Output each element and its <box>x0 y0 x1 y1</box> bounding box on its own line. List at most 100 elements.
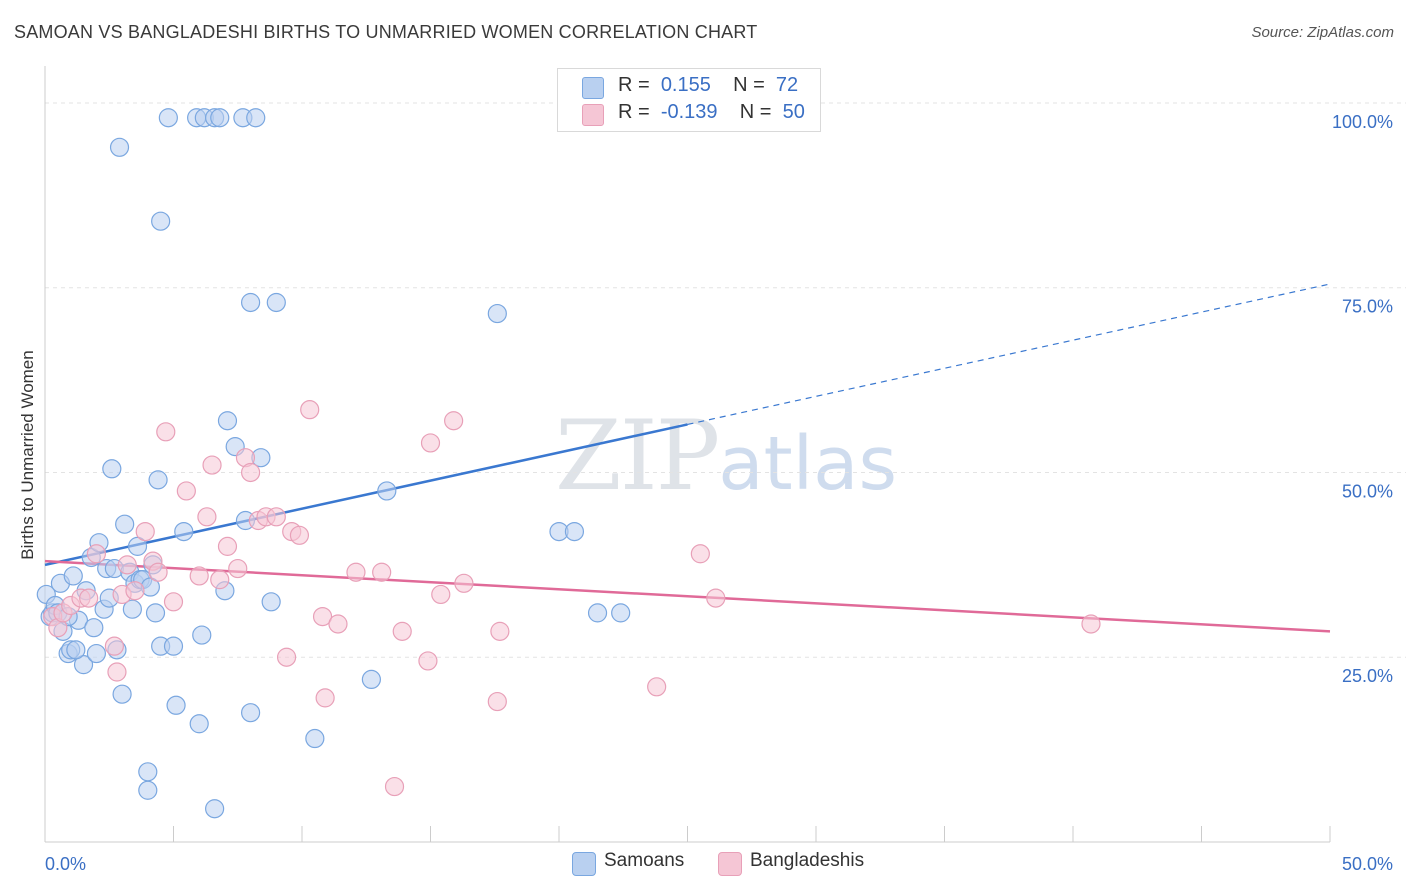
y-tick-label-75: 75.0% <box>1342 297 1393 317</box>
legend-n-label: N = <box>739 101 772 123</box>
trend-lines <box>44 283 1331 633</box>
bangladeshis-points <box>43 400 1101 797</box>
samoans-point-53 <box>377 481 397 501</box>
bangladeshis-point-39 <box>392 621 412 641</box>
bangladeshis-point-49 <box>706 588 726 608</box>
samoans-point-23 <box>115 514 135 534</box>
legend-n-label: N = <box>733 74 765 96</box>
samoans-point-45 <box>217 411 238 431</box>
bangladeshis-point-45 <box>487 691 507 712</box>
legend-n-bangladeshis: 50 <box>782 101 805 123</box>
samoans-point-42 <box>192 625 212 645</box>
samoans-point-34 <box>145 603 166 623</box>
correlation-legend: R = 0.155 N = 72 R = -0.139 N = 50 <box>557 68 821 132</box>
samoans-point-35 <box>148 470 168 490</box>
bangladeshis-point-33 <box>312 606 333 627</box>
trend-line-bangladeshis <box>44 559 1331 633</box>
bangladeshis-point-15 <box>156 422 176 442</box>
legend-r-bangladeshis: -0.139 <box>660 101 718 123</box>
samoans-point-39 <box>166 695 186 715</box>
x-tick-label-max: 50.0% <box>1342 854 1393 874</box>
y-tick-label-50: 50.0% <box>1342 481 1393 501</box>
bottom-legend-label-bangladeshis: Bangladeshis <box>750 850 865 871</box>
samoans-point-60 <box>158 108 178 128</box>
watermark: ZIPatlas <box>555 400 897 512</box>
bangladeshis-point-11 <box>125 581 145 601</box>
bangladeshis-point-44 <box>454 573 474 593</box>
bangladeshis-point-32 <box>300 400 320 420</box>
samoans-points <box>36 108 631 819</box>
samoans-point-40 <box>174 521 194 542</box>
legend-r-label: R = <box>618 101 650 123</box>
samoans-point-54 <box>487 303 507 324</box>
bangladeshis-point-47 <box>647 677 667 697</box>
samoans-point-19 <box>102 459 122 479</box>
y-axis-label: Births to Unmarried Women <box>18 350 37 559</box>
samoans-point-11 <box>73 655 94 675</box>
bangladeshis-point-50 <box>1081 614 1101 634</box>
watermark-zip: ZIP <box>555 400 720 512</box>
bangladeshis-point-42 <box>431 584 451 605</box>
bangladeshis-point-19 <box>197 507 217 527</box>
samoans-point-70 <box>66 640 86 660</box>
bottom-legend-swatch-bangladeshis <box>718 852 742 876</box>
samoans-point-14 <box>84 618 104 638</box>
bottom-legend-label-samoans: Samoans <box>604 850 685 871</box>
bangladeshis-point-12 <box>135 521 155 542</box>
legend-swatch-samoans <box>582 77 604 99</box>
samoans-point-31 <box>138 780 158 800</box>
bangladeshis-point-36 <box>346 562 366 582</box>
samoans-point-56 <box>564 521 585 542</box>
bottom-legend-swatch-samoans <box>572 852 596 876</box>
bangladeshis-point-29 <box>276 647 297 667</box>
bangladeshis-point-31 <box>289 525 310 545</box>
bangladeshis-point-35 <box>328 614 348 634</box>
samoans-point-68 <box>266 292 286 313</box>
y-tick-label-100: 100.0% <box>1332 112 1393 132</box>
bangladeshis-point-20 <box>202 455 222 475</box>
bangladeshis-point-23 <box>228 558 248 579</box>
bangladeshis-point-37 <box>372 562 392 582</box>
samoans-point-25 <box>122 599 142 619</box>
bangladeshis-point-34 <box>315 688 335 708</box>
bangladeshis-point-10 <box>117 555 137 575</box>
samoans-point-51 <box>305 728 325 749</box>
axes <box>44 66 1331 843</box>
samoans-point-37 <box>151 211 171 231</box>
chart-title: SAMOAN VS BANGLADESHI BIRTHS TO UNMARRIE… <box>14 22 758 42</box>
samoans-point-43 <box>205 799 225 819</box>
bangladeshis-point-22 <box>217 536 238 556</box>
bangladeshis-point-14 <box>148 562 168 582</box>
samoans-point-64 <box>210 108 230 128</box>
samoans-point-38 <box>163 636 184 656</box>
bangladeshis-point-18 <box>189 566 209 586</box>
bangladeshis-point-25 <box>241 462 261 483</box>
bangladeshis-point-38 <box>384 776 405 797</box>
bangladeshis-point-46 <box>490 621 510 641</box>
bangladeshis-point-40 <box>418 651 438 671</box>
samoans-point-57 <box>587 603 608 623</box>
trend-line-extension-samoans <box>687 283 1331 426</box>
x-tick-label-min: 0.0% <box>45 854 86 874</box>
bangladeshis-point-41 <box>420 433 441 453</box>
samoans-point-15 <box>86 643 107 664</box>
bangladeshis-point-16 <box>163 592 184 612</box>
samoans-point-50 <box>261 592 281 612</box>
samoans-point-48 <box>241 703 261 723</box>
samoans-point-41 <box>189 714 209 734</box>
samoans-point-22 <box>112 684 132 704</box>
bangladeshis-point-48 <box>690 544 710 564</box>
grid-lines <box>45 102 1406 658</box>
samoans-point-59 <box>109 137 130 157</box>
tick-labels: 25.0% 50.0% 75.0% 100.0% 0.0% 50.0% <box>45 112 1393 874</box>
samoans-point-66 <box>246 108 266 128</box>
trend-line-samoans <box>44 423 688 567</box>
bangladeshis-point-21 <box>210 570 230 590</box>
legend-r-samoans: 0.155 <box>660 74 711 96</box>
samoans-point-27 <box>127 536 148 556</box>
bangladeshis-point-6 <box>86 544 107 564</box>
legend-n-samoans: 72 <box>775 74 799 96</box>
bangladeshis-point-5 <box>79 588 99 608</box>
y-tick-label-25: 25.0% <box>1342 666 1393 686</box>
